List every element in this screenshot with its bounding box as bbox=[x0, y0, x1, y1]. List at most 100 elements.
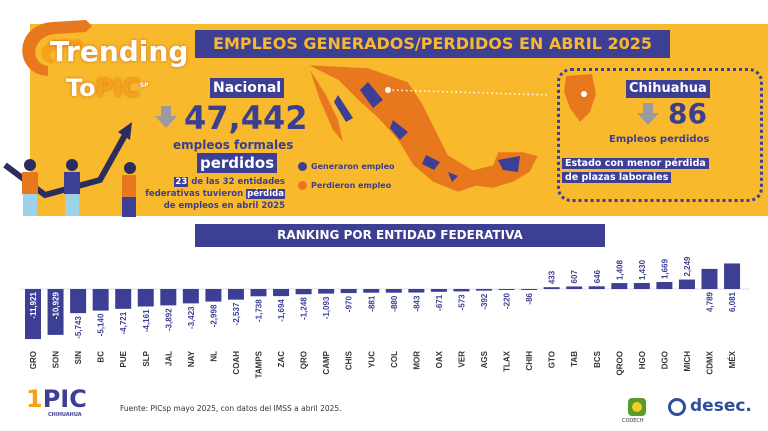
down-arrow-icon bbox=[155, 106, 177, 128]
logo-sup: SP bbox=[139, 82, 149, 89]
codech-logo-text: CODECH bbox=[622, 418, 644, 424]
bar-CDMX bbox=[701, 268, 718, 289]
value-label: -880 bbox=[390, 295, 399, 312]
logo-swoosh-icon bbox=[22, 20, 92, 76]
bar-QRO bbox=[295, 289, 312, 295]
legend-lost: Perdieron empleo bbox=[298, 181, 391, 190]
category-label: TAB bbox=[570, 351, 579, 367]
pic-chihuahua-logo: 1PIC CHIHUAHUA bbox=[26, 385, 87, 418]
category-label: GTO bbox=[548, 351, 557, 368]
bar-COAH bbox=[227, 289, 244, 300]
legend-lost-label: Perdieron empleo bbox=[311, 181, 392, 190]
category-label: COAH bbox=[232, 351, 241, 375]
people-growth-illustration bbox=[3, 122, 136, 217]
chihuahua-note: Estado con menor pérdida de plazas labora… bbox=[562, 157, 709, 185]
mexico-map bbox=[307, 64, 548, 193]
ranking-title: RANKING POR ENTIDAD FEDERATIVA bbox=[195, 224, 605, 247]
value-label: -843 bbox=[412, 295, 421, 312]
value-label: -2,998 bbox=[209, 304, 218, 327]
bar-DGO bbox=[656, 281, 673, 289]
logo-pic-sub: CHIHUAHUA bbox=[48, 412, 82, 418]
desec-logo-icon bbox=[668, 398, 686, 416]
logo-text-2: ToPICSP bbox=[66, 72, 149, 102]
source-note: Fuente: PICsp mayo 2025, con datos del I… bbox=[120, 404, 342, 413]
value-label: -392 bbox=[480, 293, 489, 310]
value-label: -11,921 bbox=[29, 291, 38, 318]
desec-logo-text: desec. bbox=[690, 396, 752, 416]
note-line2: de plazas laborales bbox=[562, 172, 672, 183]
bar-CAMP bbox=[318, 289, 335, 294]
logo-pic: PIC bbox=[95, 74, 140, 102]
category-label: CDMX bbox=[706, 350, 715, 374]
national-label: Nacional bbox=[210, 78, 285, 98]
logo-text: Trending bbox=[50, 35, 189, 68]
down-arrow-icon-2 bbox=[637, 103, 659, 125]
bar-AGS bbox=[476, 289, 492, 291]
category-label: QROO bbox=[615, 351, 624, 375]
bar-TLAX bbox=[498, 289, 515, 290]
bar-PUE bbox=[115, 289, 132, 309]
category-label: JAL bbox=[164, 351, 173, 366]
category-label: ZAC bbox=[277, 351, 286, 368]
category-label: GRO bbox=[29, 351, 38, 369]
national-line2: perdidos bbox=[197, 153, 278, 173]
bar-MOR bbox=[408, 289, 425, 293]
note-hl: pérdida bbox=[246, 189, 285, 199]
bar-QROO bbox=[611, 283, 628, 289]
value-label: -3,892 bbox=[164, 308, 173, 331]
chihuahua-box bbox=[557, 68, 763, 202]
note-b: federativas tuvieron bbox=[145, 189, 247, 199]
legend-dot-blue bbox=[298, 162, 307, 171]
logo-pic-text: PIC bbox=[42, 385, 87, 413]
legend-generated: Generaron empleo bbox=[298, 162, 395, 171]
value-label: -1,694 bbox=[277, 299, 286, 322]
bar-ZAC bbox=[273, 289, 290, 297]
value-label: 4,789 bbox=[706, 291, 715, 312]
codech-logo-icon bbox=[628, 398, 646, 416]
value-label: -4,721 bbox=[119, 311, 128, 334]
value-label: 1,669 bbox=[660, 258, 669, 279]
value-label: -2,537 bbox=[232, 302, 241, 325]
value-label: 1,430 bbox=[638, 259, 647, 280]
bar-GRO bbox=[25, 289, 41, 340]
bar-JAL bbox=[160, 289, 177, 306]
category-label: NL bbox=[209, 351, 218, 362]
trending-topic-logo: Trending ToPICSP bbox=[8, 14, 198, 104]
page-title: EMPLEOS GENERADOS/PERDIDOS EN ABRIL 2025 bbox=[195, 30, 670, 58]
bar-OAX bbox=[430, 289, 447, 292]
bar-MICH bbox=[678, 279, 695, 289]
bar-GTO bbox=[543, 287, 560, 289]
category-label: TAMPS bbox=[255, 350, 264, 378]
value-label: -10,929 bbox=[52, 291, 61, 319]
bar-NAY bbox=[182, 289, 199, 304]
bar-YUC bbox=[363, 289, 380, 293]
value-label: -1,093 bbox=[322, 296, 331, 319]
value-label: -5,743 bbox=[74, 316, 83, 339]
bar-VER bbox=[453, 289, 470, 292]
bar-COL bbox=[385, 289, 402, 293]
value-label: -1,738 bbox=[255, 299, 264, 322]
legend-dot-orange bbox=[298, 181, 307, 190]
value-label: -3,423 bbox=[187, 306, 196, 329]
note-num: 23 bbox=[174, 177, 189, 187]
category-label: BCS bbox=[593, 350, 602, 368]
value-label: -86 bbox=[525, 292, 534, 304]
category-label: OAX bbox=[435, 350, 444, 368]
national-value: 47,442 bbox=[184, 99, 308, 137]
category-label: QRO bbox=[300, 351, 309, 369]
value-label: 433 bbox=[548, 270, 557, 284]
category-label: YUC bbox=[367, 351, 376, 368]
chihuahua-map-icon bbox=[564, 74, 596, 122]
category-label: SIN bbox=[74, 351, 83, 365]
category-label: VER bbox=[457, 351, 466, 368]
value-label: 607 bbox=[570, 270, 579, 284]
category-label: MÉX bbox=[728, 350, 737, 368]
bar-CHIS bbox=[340, 289, 357, 294]
bar-BCS bbox=[588, 286, 605, 289]
value-label: -220 bbox=[503, 292, 512, 309]
value-label: -671 bbox=[435, 294, 444, 311]
bar-CHIH bbox=[521, 289, 538, 290]
category-label: BC bbox=[97, 351, 106, 363]
bar-HGO bbox=[633, 282, 650, 289]
category-label: CAMP bbox=[322, 350, 331, 374]
